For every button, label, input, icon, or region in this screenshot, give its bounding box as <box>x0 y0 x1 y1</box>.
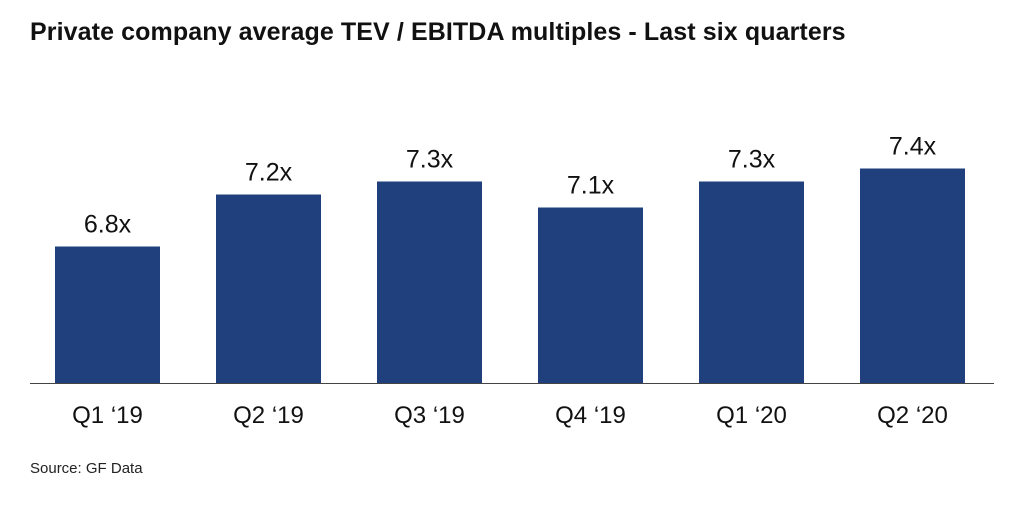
value-labels-group: 6.8x 7.2x 7.3x 7.1x 7.3x 7.4x <box>84 133 937 239</box>
value-label-2: 7.2x <box>245 159 293 187</box>
category-label-6: Q2 ‘20 <box>877 402 948 429</box>
value-label-4: 7.1x <box>567 172 615 200</box>
value-label-6: 7.4x <box>889 133 937 161</box>
source-note: Source: GF Data <box>30 460 143 477</box>
category-labels-group: Q1 ‘19 Q2 ‘19 Q3 ‘19 Q4 ‘19 Q1 ‘20 Q2 ‘20 <box>72 402 948 429</box>
bar-6 <box>860 168 965 383</box>
category-label-3: Q3 ‘19 <box>394 402 465 429</box>
chart-title: Private company average TEV / EBITDA mul… <box>30 18 846 46</box>
bar-2 <box>216 194 321 383</box>
category-label-5: Q1 ‘20 <box>716 402 787 429</box>
bar-1 <box>55 246 160 383</box>
bars-group <box>55 168 965 383</box>
bar-4 <box>538 207 643 383</box>
category-label-2: Q2 ‘19 <box>233 402 304 429</box>
value-label-5: 7.3x <box>728 146 776 174</box>
bar-5 <box>699 181 804 383</box>
value-label-1: 6.8x <box>84 211 132 239</box>
bar-3 <box>377 181 482 383</box>
value-label-3: 7.3x <box>406 146 454 174</box>
category-label-1: Q1 ‘19 <box>72 402 143 429</box>
category-label-4: Q4 ‘19 <box>555 402 626 429</box>
